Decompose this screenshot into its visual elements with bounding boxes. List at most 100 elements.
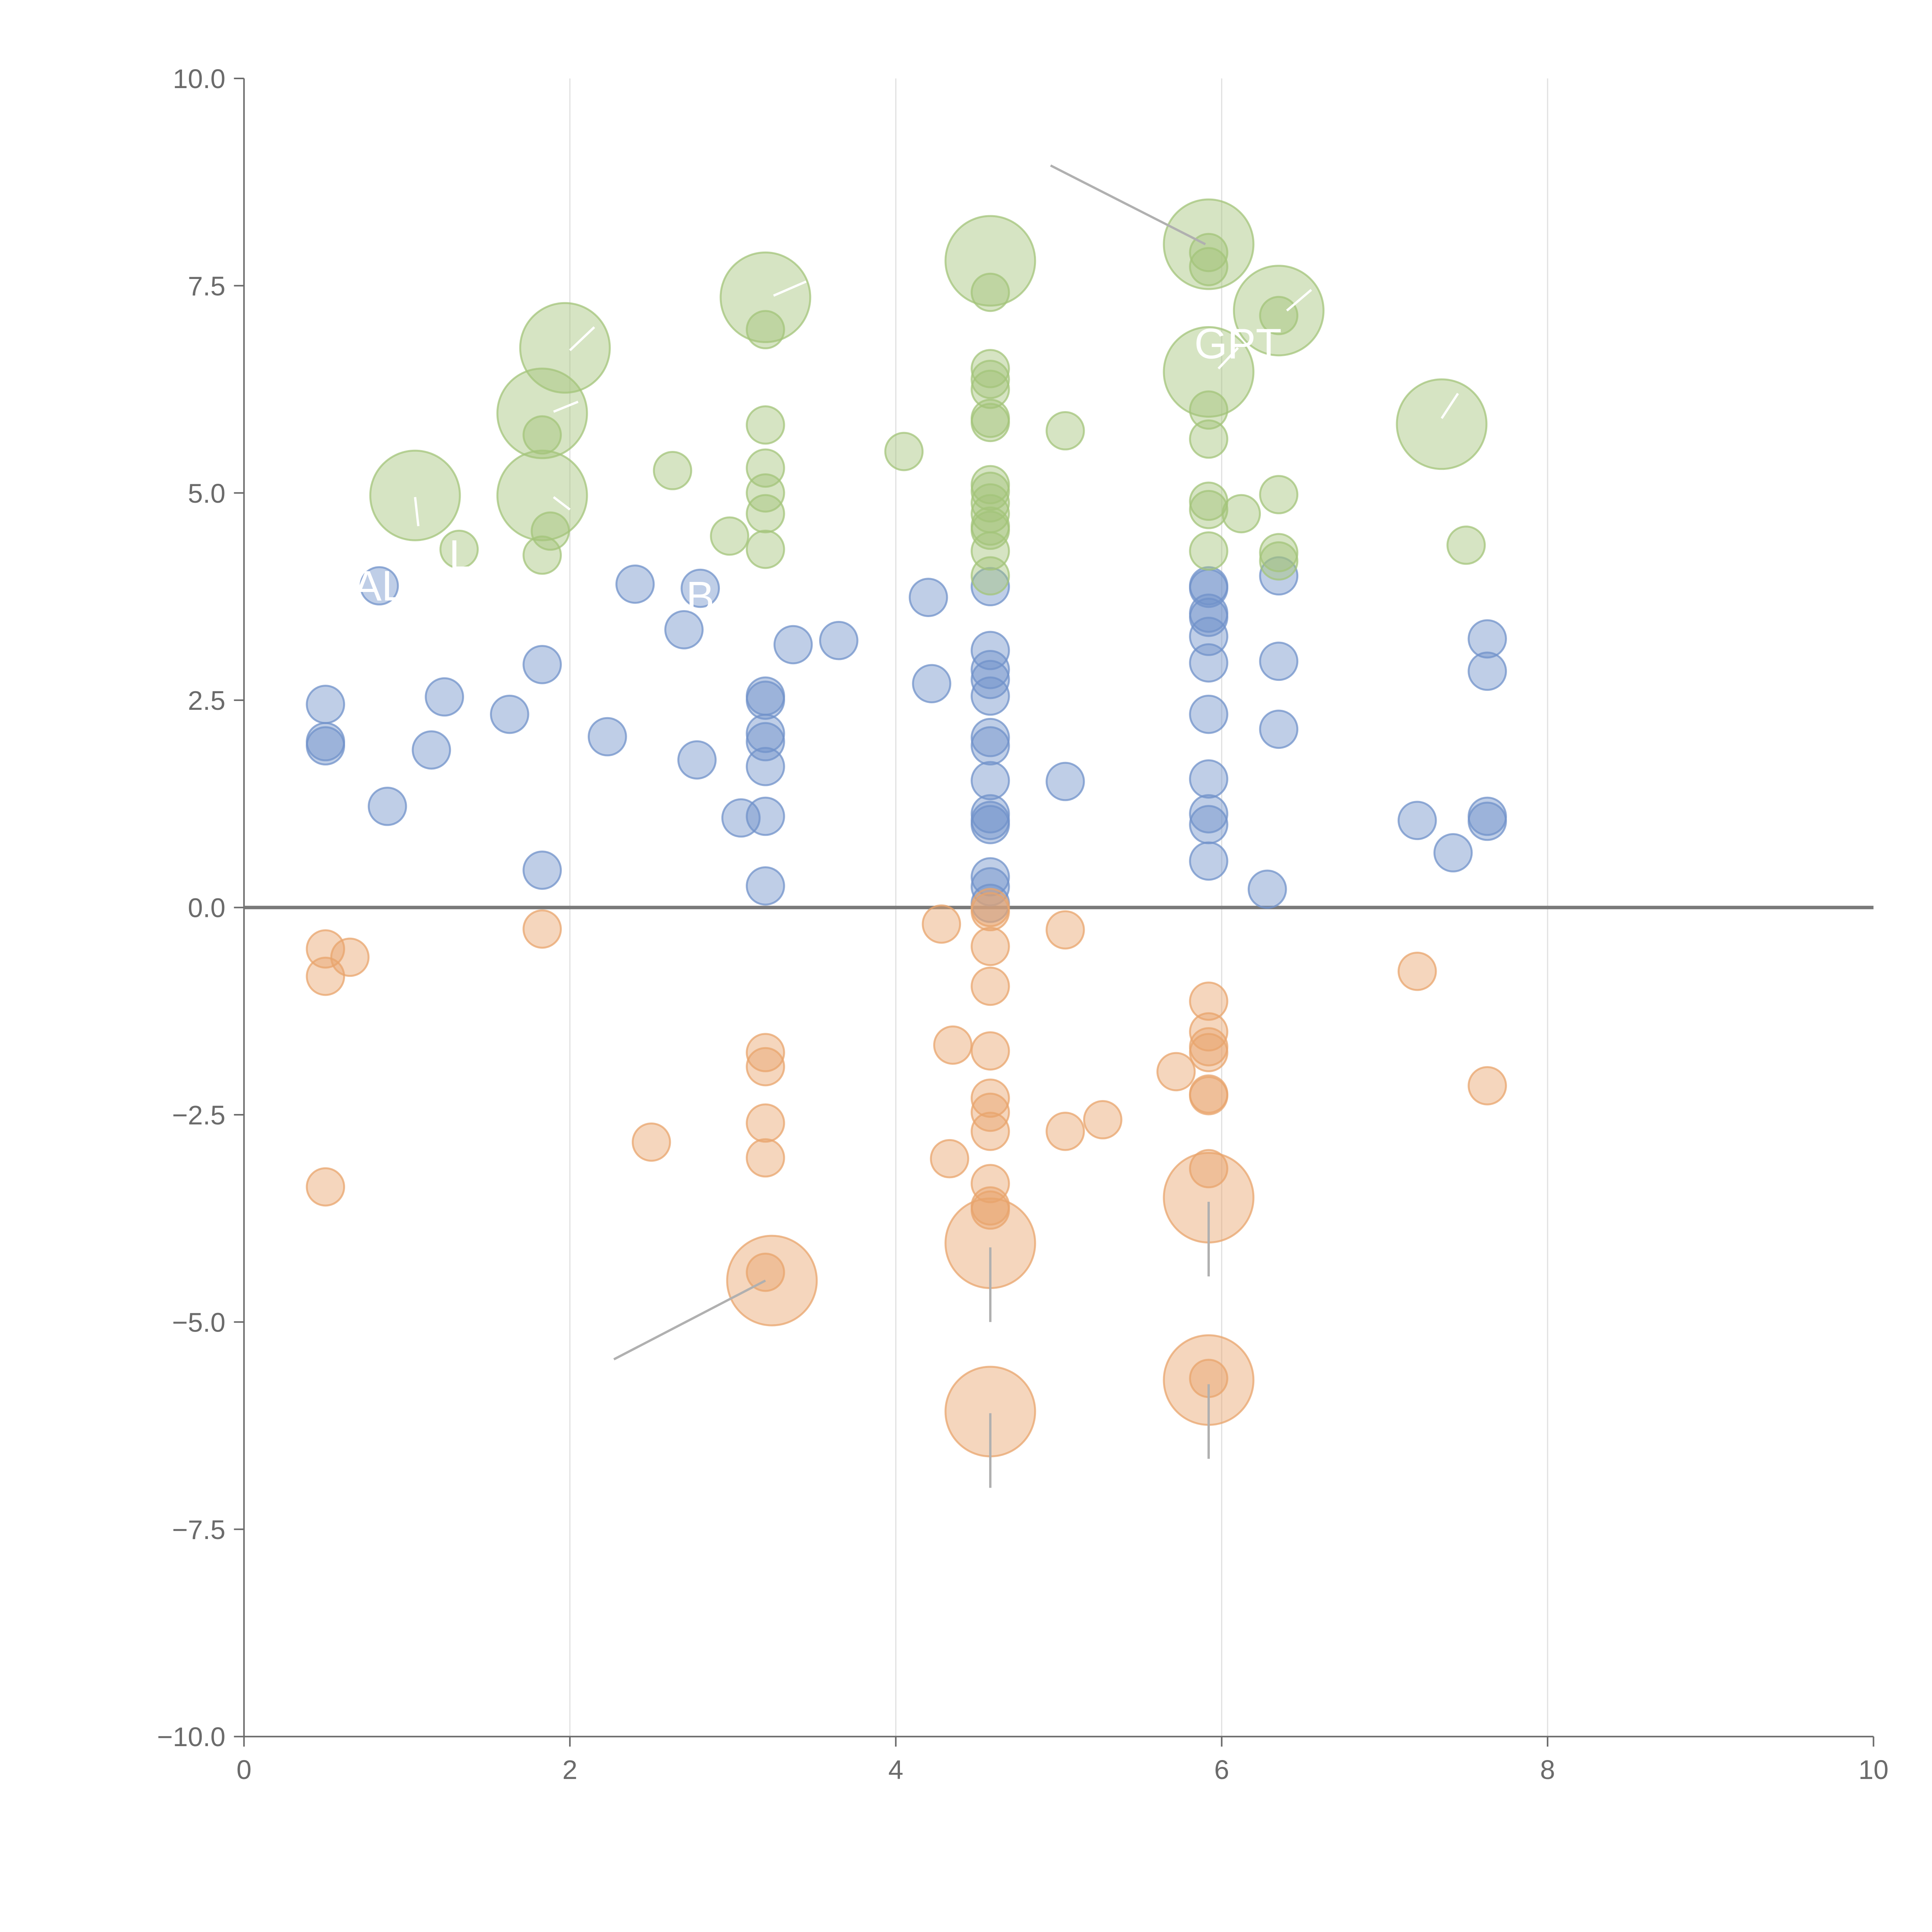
data-point-green	[1259, 296, 1299, 335]
x-tick-label: 2	[562, 1755, 577, 1785]
data-point-blue	[1189, 759, 1228, 799]
leader-line	[569, 326, 595, 351]
data-point-blue	[746, 747, 785, 786]
data-point-blue	[912, 664, 951, 704]
data-point-green	[971, 471, 1010, 511]
data-point-orange	[1189, 981, 1228, 1021]
data-point-green	[884, 432, 924, 471]
data-point-green	[719, 251, 811, 343]
data-point-blue	[1189, 794, 1228, 833]
data-point-blue	[1189, 694, 1228, 734]
data-point-blue	[522, 850, 562, 890]
data-point-blue	[1046, 762, 1085, 801]
data-point-blue	[746, 796, 785, 836]
leader-lines-layer	[414, 164, 1459, 1488]
data-point-green	[971, 403, 1010, 442]
data-point-green	[496, 367, 588, 459]
data-point-orange	[971, 1078, 1010, 1118]
data-point-orange	[971, 1112, 1010, 1151]
data-point-green	[944, 215, 1036, 307]
data-point-blue	[1247, 869, 1287, 909]
data-point-orange	[1083, 1100, 1122, 1139]
data-point-green	[1163, 326, 1255, 418]
data-point-green	[1259, 533, 1299, 573]
data-point-green	[439, 529, 479, 569]
data-point-blue	[1468, 619, 1507, 659]
x-tick-label: 0	[236, 1755, 252, 1785]
data-point-green	[1189, 419, 1228, 459]
data-point-green	[971, 349, 1010, 388]
data-point-blue	[1259, 709, 1299, 749]
annotation-label: GPT	[1194, 320, 1282, 368]
data-point-green	[971, 510, 1010, 550]
data-point-green	[746, 405, 785, 445]
data-point-blue	[425, 677, 464, 717]
data-point-green	[519, 302, 611, 394]
data-point-green	[653, 451, 692, 490]
data-point-green	[1189, 531, 1228, 571]
data-point-green	[1189, 490, 1228, 529]
annotation-layer: AL L B GPT	[353, 320, 1282, 621]
data-point-blue	[664, 610, 704, 650]
data-point-blue	[746, 680, 785, 720]
y-tick-label: 5.0	[188, 478, 225, 509]
data-point-green	[1396, 378, 1488, 470]
data-point-blue	[522, 645, 562, 684]
data-point-orange	[726, 1235, 818, 1327]
data-point-blue	[971, 567, 1010, 607]
data-point-green	[746, 473, 785, 513]
data-point-orange	[306, 1167, 345, 1207]
data-point-orange	[1046, 1112, 1085, 1151]
data-point-green	[1446, 526, 1486, 565]
data-point-orange	[1189, 1012, 1228, 1052]
data-point-orange	[1468, 1066, 1507, 1105]
data-point-blue	[1189, 643, 1228, 683]
x-tick-label: 10	[1859, 1755, 1889, 1785]
data-point-orange	[631, 1122, 671, 1162]
data-point-orange	[1189, 1076, 1228, 1116]
annotation-label: L	[449, 532, 473, 579]
annotation-label: AL	[353, 562, 405, 610]
leader-line	[1050, 164, 1206, 245]
data-point-green	[746, 310, 785, 349]
data-point-green	[710, 516, 749, 556]
data-point-green	[1163, 198, 1255, 290]
data-point-blue	[1189, 841, 1228, 881]
data-point-orange	[971, 927, 1010, 966]
data-point-green	[369, 449, 461, 541]
data-point-blue	[412, 730, 451, 770]
data-point-orange	[922, 904, 961, 944]
x-tick-label: 6	[1214, 1755, 1229, 1785]
data-point-orange	[971, 966, 1010, 1006]
data-point-green	[1259, 541, 1299, 581]
data-point-orange	[1046, 910, 1085, 950]
data-point-orange	[930, 1139, 969, 1179]
data-point-green	[1189, 233, 1228, 272]
data-point-orange	[971, 1031, 1010, 1071]
data-point-blue	[819, 621, 859, 660]
data-point-green	[1046, 411, 1085, 451]
data-point-green	[971, 369, 1010, 409]
leader-line	[1440, 393, 1459, 419]
data-point-blue	[680, 568, 720, 608]
y-tick-label: −2.5	[172, 1100, 225, 1130]
data-point-orange	[522, 909, 562, 949]
data-point-blue	[773, 625, 813, 665]
data-point-blue	[971, 761, 1010, 801]
data-point-green	[971, 556, 1010, 596]
data-point-green	[1233, 265, 1325, 357]
data-point-blue	[1468, 801, 1507, 841]
x-tick-label: 4	[888, 1755, 903, 1785]
data-point-orange	[1189, 1033, 1228, 1072]
leader-line	[773, 280, 807, 297]
data-point-blue	[359, 566, 399, 605]
data-point-blue	[746, 866, 785, 906]
leader-line	[553, 496, 571, 511]
data-point-blue	[1433, 833, 1473, 872]
data-point-orange	[330, 937, 370, 977]
y-tick-label: 2.5	[188, 685, 225, 716]
data-point-green	[1221, 494, 1261, 534]
data-point-blue	[971, 676, 1010, 716]
data-point-orange	[971, 892, 1010, 932]
data-point-green	[522, 415, 562, 455]
